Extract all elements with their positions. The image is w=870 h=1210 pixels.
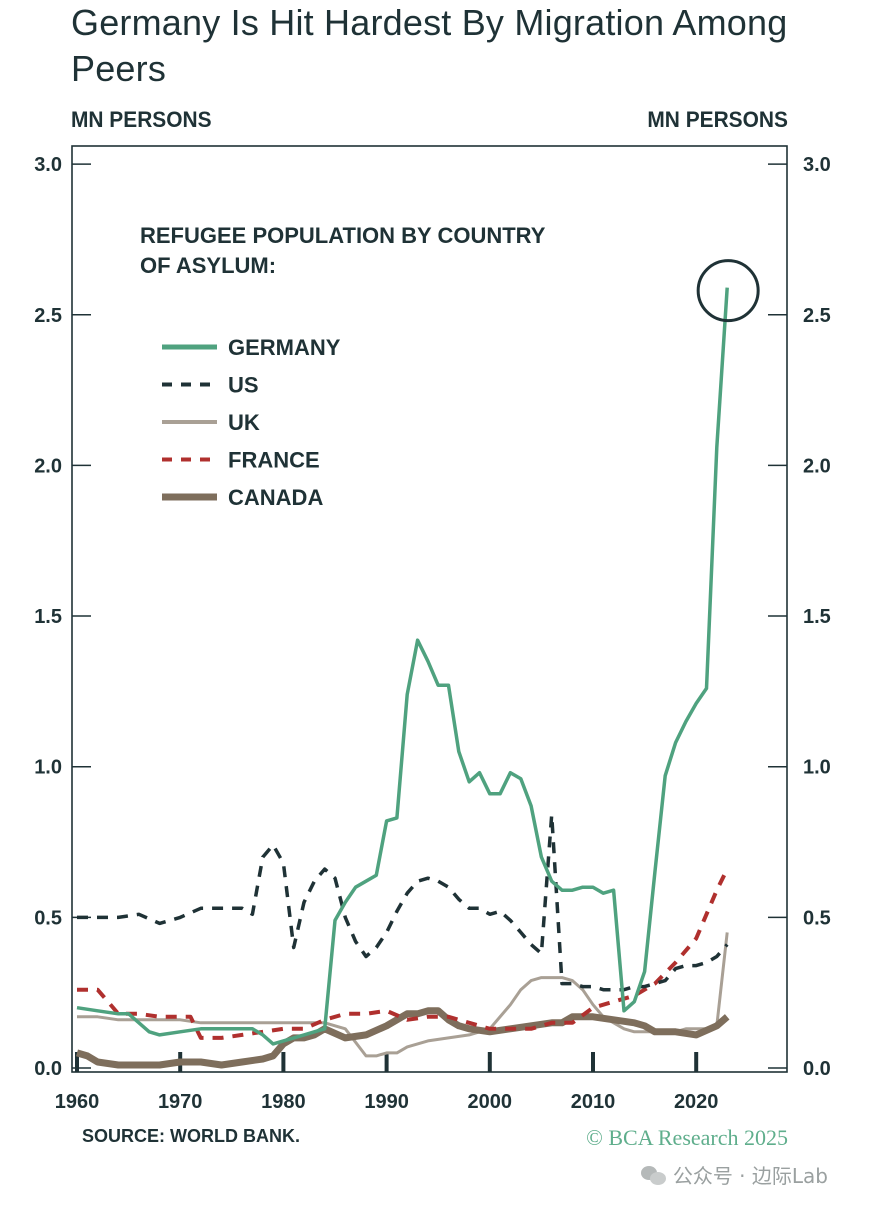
legend-label-uk: UK: [228, 410, 260, 435]
y-tick-label-right: 2.0: [803, 455, 831, 477]
plot-frame: [71, 145, 788, 1073]
watermark: 公众号 · 边际Lab: [640, 1160, 828, 1189]
watermark-text: 公众号 · 边际Lab: [672, 1164, 828, 1188]
series-line-canada: [76, 1007, 730, 1069]
y-tick-label-left: 1.0: [34, 757, 62, 779]
series-line-germany: [76, 287, 729, 1046]
y-tick-label-left: 0.5: [34, 907, 62, 929]
y-tick-label-left: 2.0: [34, 455, 62, 477]
y-tick-label-left: 3.0: [34, 154, 62, 176]
wechat-icon: [640, 1164, 667, 1186]
right-axis-unit: MN PERSONS: [647, 107, 788, 132]
x-tick-label: 2000: [468, 1091, 513, 1113]
copyright-note: © BCA Research 2025: [586, 1125, 788, 1150]
x-tick-label: 1970: [158, 1091, 203, 1113]
x-tick-label: 2010: [571, 1091, 616, 1113]
left-axis-unit: MN PERSONS: [71, 107, 212, 132]
legend-label-canada: CANADA: [228, 485, 323, 510]
x-tick-label: 1980: [261, 1091, 306, 1113]
legend-title-line2: OF ASYLUM:: [140, 253, 276, 278]
y-tick-label-left: 0.0: [34, 1058, 62, 1080]
y-tick-label-right: 3.0: [803, 154, 831, 176]
chart-title: Germany Is Hit Hardest By Migration Amon…: [71, 2, 788, 89]
y-tick-label-left: 1.5: [34, 606, 62, 628]
legend-label-us: US: [228, 373, 259, 398]
y-tick-label-left: 2.5: [34, 305, 62, 327]
series-line-us: [77, 813, 729, 992]
x-tick-label: 1960: [55, 1091, 100, 1113]
y-tick-label-right: 1.0: [803, 757, 831, 779]
x-tick-label: 2020: [674, 1091, 719, 1113]
series-line-france: [77, 868, 729, 1040]
y-tick-label-right: 1.5: [803, 606, 831, 628]
annotation-circle: [696, 259, 760, 323]
y-tick-label-right: 0.5: [803, 907, 831, 929]
source-note: SOURCE: WORLD BANK.: [82, 1126, 300, 1146]
series-line-uk: [77, 932, 729, 1058]
legend-label-france: FRANCE: [228, 448, 320, 473]
y-tick-label-right: 2.5: [803, 305, 831, 327]
y-tick-label-right: 0.0: [803, 1058, 831, 1080]
legend-title-line1: REFUGEE POPULATION BY COUNTRY: [140, 223, 546, 248]
x-tick-label: 1990: [364, 1091, 409, 1113]
legend-label-germany: GERMANY: [228, 335, 341, 360]
